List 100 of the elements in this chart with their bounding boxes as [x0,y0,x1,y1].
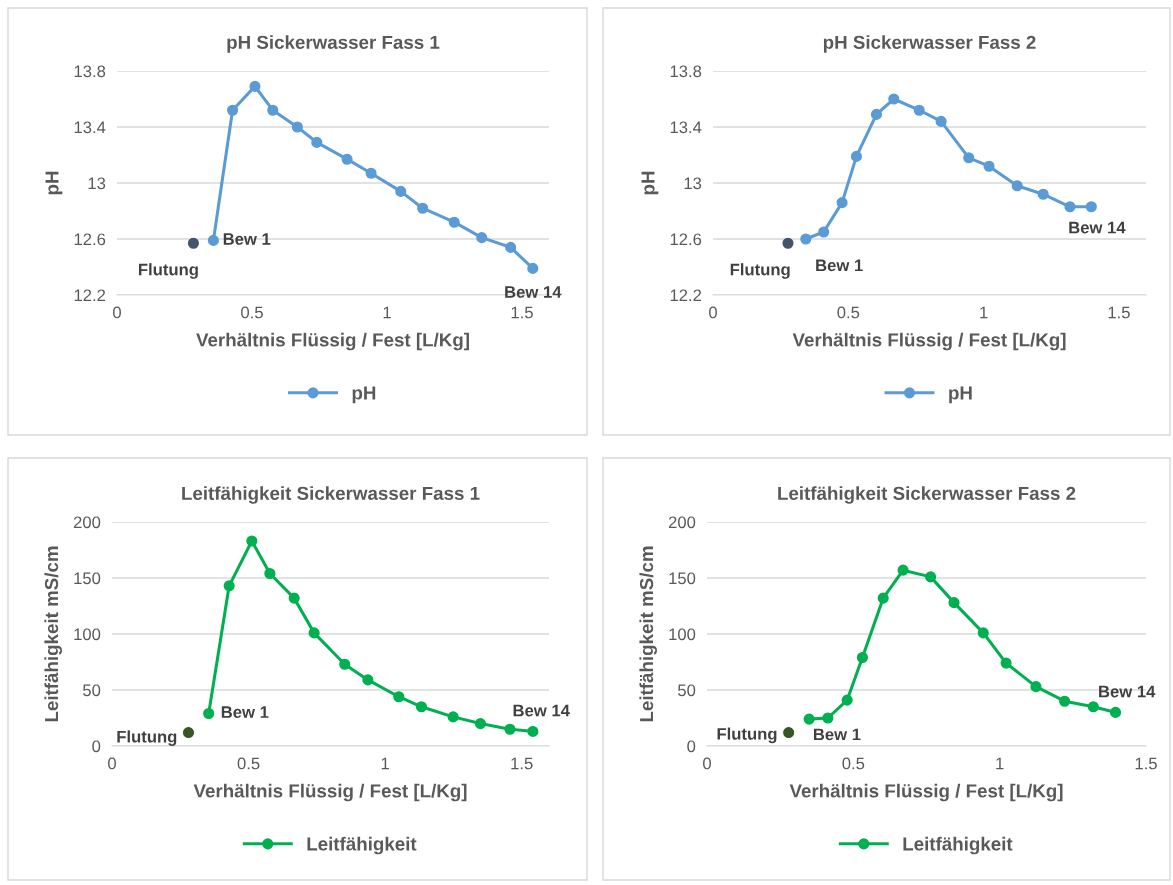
point [288,592,300,604]
point [822,712,834,724]
x-axis-title: Verhältnis Flüssig / Fest [L/Kg] [789,783,1063,802]
point [877,592,889,604]
point [395,185,407,197]
point [783,727,795,739]
annotation: Bew 1 [813,728,861,741]
y-tick-label: 12.2 [74,289,106,302]
y-tick-label: 13.4 [74,121,106,134]
annotation: Flutung [717,727,777,744]
y-tick-label: 0 [92,740,101,753]
point [818,226,830,238]
point [803,713,815,725]
x-tick-label: 0.5 [842,757,865,770]
x-axis-title: Verhältnis Flüssig / Fest [L/Kg] [196,332,469,351]
point [308,627,320,639]
y-tick-label: 100 [669,628,696,641]
point [935,115,947,127]
annotation: Flutung [138,263,198,279]
annotation: Bew 14 [505,286,562,298]
chart-title: pH Sickerwasser Fass 1 [227,35,440,53]
legend-label: pH [949,386,972,404]
point [983,160,995,172]
point [856,651,868,664]
legend-label: Leitfähigkeit [307,836,417,855]
point [505,241,517,253]
annotation: Bew 14 [1069,221,1126,234]
y-axis-title: pH [641,171,659,195]
chart-title: Leitfähigkeit Sickerwasser Fass 1 [182,486,480,504]
annotation: Bew 1 [816,259,863,272]
y-tick-label: 13 [88,177,106,190]
point [948,597,960,609]
point [800,233,812,245]
y-tick-label: 100 [74,628,101,641]
point [1064,201,1076,213]
point [1110,706,1122,718]
point [888,93,900,105]
y-tick-label: 13.8 [670,65,702,78]
x-axis-title: Verhältnis Flüssig / Fest [L/Kg] [792,332,1066,351]
point [291,121,303,133]
x-tick-label: 0 [108,757,116,770]
point [365,167,377,179]
point [182,727,195,739]
point [246,535,258,547]
y-tick-label: 13.4 [670,121,702,134]
point [1011,180,1023,192]
y-tick-label: 150 [74,572,101,585]
chart-title: Leitfähigkeit Sickerwasser Fass 2 [778,486,1076,504]
annotation: Flutung [730,263,790,279]
y-tick-label: 12.2 [670,289,702,302]
y-axis-title: Leitfähigkeit mS/cm [44,546,62,722]
y-tick-label: 200 [73,516,101,529]
y-axis-title: pH [45,171,63,195]
point [1030,681,1042,693]
point [474,718,487,730]
x-tick-label: 0 [709,306,717,319]
point [447,711,459,723]
chart-title: pH Sickerwasser Fass 2 [823,35,1036,53]
point [1085,201,1097,213]
legend-label: pH [352,386,376,404]
point [836,197,848,209]
x-tick-label: 1.5 [511,757,533,770]
point [527,725,539,737]
point [1087,701,1099,713]
point [1000,657,1012,669]
y-axis-title: Leitfähigkeit mS/cm [639,546,657,722]
point [1059,695,1071,707]
x-axis-title: Verhältnis Flüssig / Fest [L/Kg] [193,783,467,802]
point [339,658,351,670]
point [203,707,215,720]
annotation: Flutung [117,730,177,746]
annotation: Bew 14 [1099,685,1156,698]
x-tick-label: 1.5 [511,306,533,319]
annotation: Bew 1 [221,706,269,718]
point [362,674,374,686]
x-tick-label: 1.5 [1108,306,1130,319]
y-tick-label: 0 [687,740,696,753]
point [227,104,239,116]
y-tick-label: 13.8 [74,65,106,78]
point [311,136,323,148]
point [1037,188,1049,200]
x-tick-label: 1 [996,757,1004,770]
y-tick-label: 12.6 [74,233,106,246]
point [963,152,975,164]
point [207,234,219,246]
x-tick-label: 1 [383,306,391,319]
point [476,232,488,244]
point [841,694,853,706]
point [504,723,516,735]
point [249,80,261,92]
x-tick-label: 0 [113,306,121,319]
x-tick-label: 0.5 [241,306,263,319]
x-tick-label: 1 [381,757,389,770]
legend-label: Leitfähigkeit [903,836,1013,855]
point [393,691,405,703]
point [415,701,428,713]
point [870,108,883,120]
y-tick-label: 13 [684,177,702,190]
point [187,237,199,249]
y-tick-label: 150 [669,572,696,585]
